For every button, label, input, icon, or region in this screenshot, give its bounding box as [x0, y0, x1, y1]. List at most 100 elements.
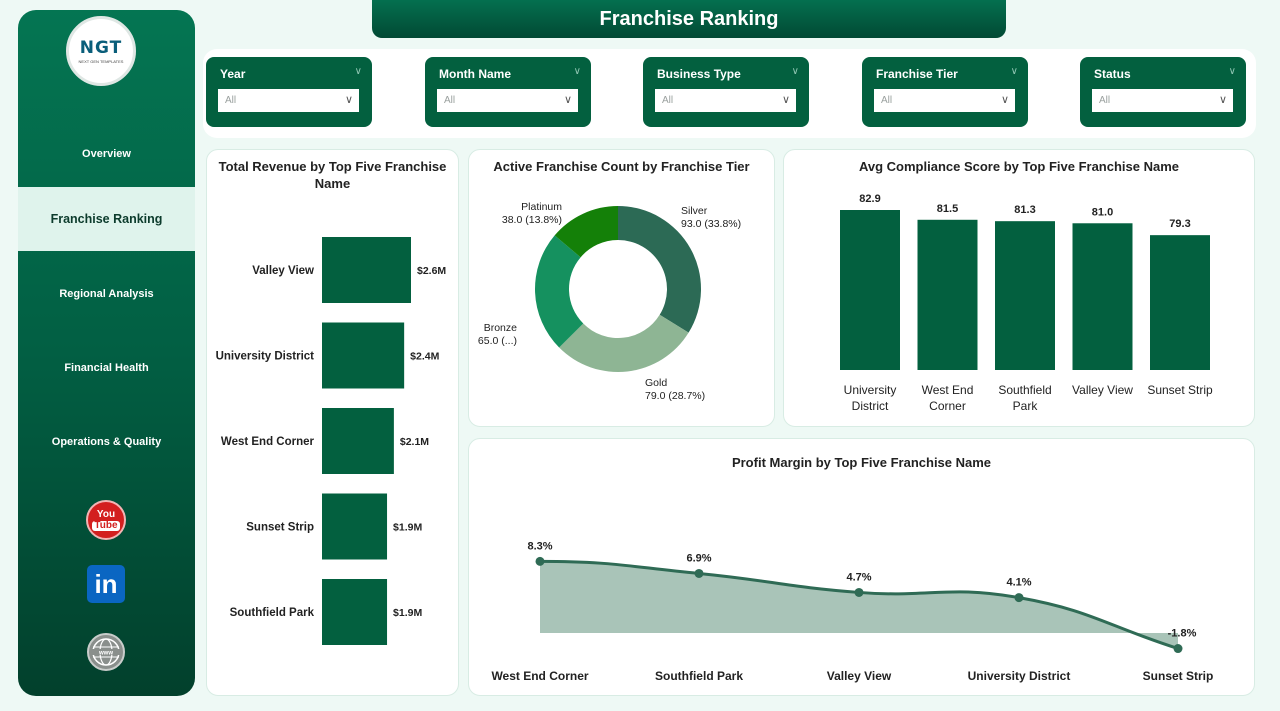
- month-select-value: All: [444, 95, 456, 106]
- margin-point[interactable]: [854, 587, 864, 597]
- margin-point[interactable]: [535, 556, 545, 566]
- linkedin-icon: in: [87, 565, 125, 603]
- compliance-category-label: Corner: [929, 399, 966, 413]
- chevron-down-icon[interactable]: ∨: [354, 66, 362, 77]
- revenue-category-label: Valley View: [252, 265, 314, 277]
- donut-label-value: 65.0 (...): [478, 335, 517, 347]
- page-title: Franchise Ranking: [372, 0, 1006, 38]
- margin-category-label: West End Corner: [491, 669, 588, 683]
- donut-slice-silver[interactable]: [618, 206, 701, 333]
- revenue-bar[interactable]: [322, 237, 411, 303]
- donut-label-name: Bronze: [484, 322, 517, 334]
- margin-point[interactable]: [1014, 593, 1024, 603]
- youtube-icon-text-1: You: [96, 508, 116, 520]
- compliance-value-label: 82.9: [859, 193, 880, 205]
- revenue-bar[interactable]: [322, 408, 394, 474]
- franchise-tier-select[interactable]: All ∨: [874, 89, 1015, 112]
- revenue-category-label: Southfield Park: [230, 607, 315, 619]
- youtube-icon: You Tube: [86, 500, 126, 540]
- globe-icon-text: www: [98, 651, 113, 657]
- status-select[interactable]: All ∨: [1092, 89, 1233, 112]
- compliance-category-label: Valley View: [1072, 383, 1133, 397]
- compliance-bar[interactable]: [917, 219, 978, 370]
- donut-label-name: Gold: [645, 377, 667, 389]
- compliance-value-label: 81.0: [1092, 206, 1113, 218]
- revenue-chart-title: Total Revenue by Top Five Franchise Name: [218, 159, 447, 191]
- donut-label-value: 38.0 (13.8%): [502, 214, 562, 226]
- margin-value-label: 4.1%: [1006, 577, 1031, 589]
- margin-chart-title: Profit Margin by Top Five Franchise Name: [731, 455, 992, 470]
- nav-financial-health[interactable]: Financial Health: [64, 362, 149, 374]
- website-link[interactable]: www: [84, 630, 128, 674]
- compliance-bar[interactable]: [1150, 235, 1210, 370]
- revenue-bar[interactable]: [322, 322, 405, 389]
- globe-icon: www: [87, 633, 125, 671]
- filter-business-type: Business Type ∨ All ∨: [643, 57, 809, 127]
- donut-label-value: 79.0 (28.7%): [645, 390, 705, 402]
- compliance-value-label: 81.5: [937, 203, 958, 215]
- chevron-down-icon[interactable]: ∨: [1010, 66, 1018, 77]
- logo-subtext: NEXT GEN TEMPLATES: [78, 59, 124, 64]
- month-select[interactable]: All ∨: [437, 89, 578, 112]
- revenue-bar[interactable]: [322, 579, 388, 645]
- dropdown-arrow-icon: ∨: [1000, 94, 1009, 106]
- filter-status-label: Status: [1094, 67, 1131, 81]
- compliance-bar[interactable]: [840, 210, 900, 370]
- franchise-tier-select-value: All: [881, 95, 893, 106]
- dropdown-arrow-icon: ∨: [563, 94, 572, 106]
- year-select-value: All: [225, 95, 237, 106]
- nav-regional-analysis[interactable]: Regional Analysis: [59, 288, 154, 300]
- chevron-down-icon[interactable]: ∨: [1228, 66, 1236, 77]
- year-select[interactable]: All ∨: [218, 89, 359, 112]
- compliance-value-label: 79.3: [1169, 218, 1190, 230]
- filter-status: Status ∨ All ∨: [1080, 57, 1246, 127]
- filter-franchise-tier-label: Franchise Tier: [876, 67, 958, 81]
- revenue-chart: Valley View $2.6M University District $2.4M…: [216, 237, 446, 645]
- youtube-link[interactable]: You Tube: [84, 498, 128, 542]
- compliance-category-label: West End: [922, 383, 974, 397]
- margin-value-label: 6.9%: [686, 552, 711, 564]
- margin-point[interactable]: [1173, 644, 1183, 654]
- logo-text: NGT: [79, 38, 123, 58]
- margin-value-label: 8.3%: [527, 540, 552, 552]
- compliance-category-label: Park: [1013, 399, 1039, 413]
- chevron-down-icon[interactable]: ∨: [791, 66, 799, 77]
- tier-chart-title: Active Franchise Count by Franchise Tier: [493, 159, 750, 174]
- filter-franchise-tier: Franchise Tier ∨ All ∨: [862, 57, 1028, 127]
- revenue-category-label: University District: [216, 351, 315, 363]
- nav-operations-quality[interactable]: Operations & Quality: [51, 436, 162, 448]
- dropdown-arrow-icon: ∨: [1218, 94, 1227, 106]
- dropdown-arrow-icon: ∨: [344, 94, 353, 106]
- margin-category-label: Valley View: [827, 669, 892, 683]
- business-type-select[interactable]: All ∨: [655, 89, 796, 112]
- donut-slice-bronze[interactable]: [535, 235, 584, 348]
- youtube-icon-text-2: Tube: [92, 519, 120, 531]
- revenue-value-label: $2.6M: [417, 265, 446, 277]
- filter-month-label: Month Name: [439, 67, 511, 81]
- nav-franchise-ranking[interactable]: Franchise Ranking: [18, 187, 195, 251]
- sidebar: NGT NEXT GEN TEMPLATES Overview Franchis…: [18, 10, 195, 696]
- donut-slice-platinum[interactable]: [554, 206, 618, 258]
- revenue-value-label: $1.9M: [393, 522, 422, 534]
- compliance-chart: 82.9 University District 81.5 West End Corner…: [840, 193, 1213, 413]
- compliance-category-label: Sunset Strip: [1147, 383, 1213, 397]
- margin-category-label: Southfield Park: [655, 669, 743, 683]
- logo: NGT NEXT GEN TEMPLATES: [66, 16, 136, 86]
- compliance-bar[interactable]: [995, 221, 1055, 370]
- compliance-bar[interactable]: [1072, 223, 1133, 370]
- donut-slice-gold[interactable]: [559, 314, 689, 372]
- business-type-select-value: All: [662, 95, 674, 106]
- compliance-category-label: University: [844, 383, 897, 397]
- filter-year-label: Year: [220, 67, 246, 81]
- linkedin-link[interactable]: in: [84, 562, 128, 606]
- revenue-bar[interactable]: [322, 493, 388, 560]
- filter-business-type-label: Business Type: [657, 67, 741, 81]
- revenue-category-label: West End Corner: [221, 436, 315, 448]
- compliance-category-label: Southfield: [998, 383, 1051, 397]
- filter-month: Month Name ∨ All ∨: [425, 57, 591, 127]
- filter-year: Year ∨ All ∨: [206, 57, 372, 127]
- chevron-down-icon[interactable]: ∨: [573, 66, 581, 77]
- margin-point[interactable]: [694, 568, 704, 578]
- revenue-category-label: Sunset Strip: [246, 522, 314, 534]
- nav-overview[interactable]: Overview: [82, 148, 131, 160]
